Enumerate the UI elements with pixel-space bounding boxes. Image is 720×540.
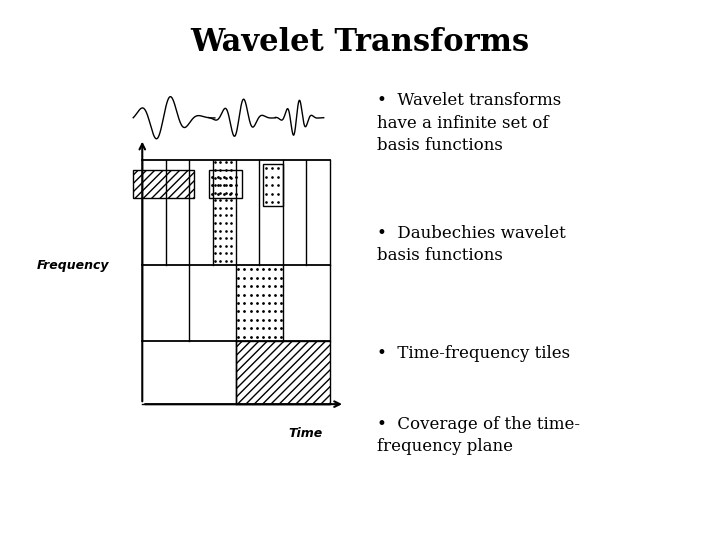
Text: Time: Time	[289, 427, 323, 440]
Text: •  Time-frequency tiles: • Time-frequency tiles	[377, 345, 570, 362]
Text: •  Wavelet transforms
have a infinite set of
basis functions: • Wavelet transforms have a infinite set…	[377, 92, 562, 154]
Bar	[133, 170, 194, 198]
Text: •  Coverage of the time-
frequency plane: • Coverage of the time- frequency plane	[377, 416, 580, 455]
Bar	[209, 170, 242, 198]
Bar	[212, 160, 236, 265]
Text: Frequency: Frequency	[37, 259, 109, 272]
Text: Wavelet Transforms: Wavelet Transforms	[190, 27, 530, 58]
Bar	[264, 164, 283, 206]
Bar	[236, 341, 330, 404]
Text: •  Daubechies wavelet
basis functions: • Daubechies wavelet basis functions	[377, 225, 566, 265]
